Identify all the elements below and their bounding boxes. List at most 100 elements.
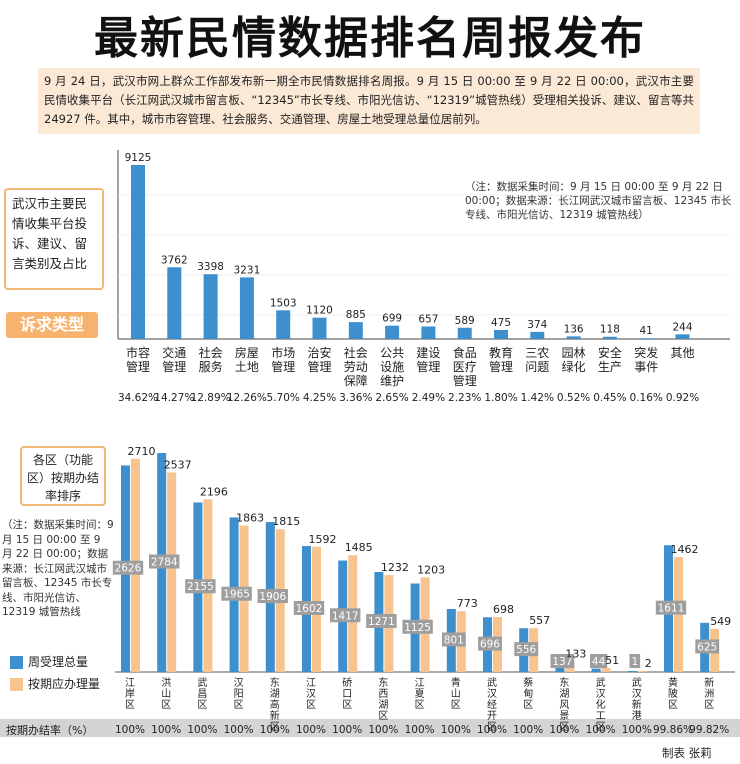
chart2-due-label: 1485 xyxy=(345,541,373,554)
legend-label-total: 周受理总量 xyxy=(28,655,89,669)
chart2-district-label: 山 xyxy=(161,688,171,700)
chart2-district-label: 江 xyxy=(415,677,425,689)
chart1-value-label: 136 xyxy=(564,323,584,335)
legend-item-total: 周受理总量 xyxy=(10,651,100,673)
chart2-total-label-box xyxy=(402,619,433,634)
chart2-total-label-box xyxy=(366,614,397,629)
chart1-category-label: 交通 xyxy=(162,345,186,360)
chart2-district-label: 口 xyxy=(342,689,352,700)
chart2-total-label: 2155 xyxy=(187,581,214,593)
chart2-district-label: 黄 xyxy=(668,676,678,689)
chart2-total-label: 1 xyxy=(631,656,638,668)
chart2-district-label: 湖 xyxy=(559,688,569,700)
chart1-value-label: 3231 xyxy=(234,264,261,276)
chart2-total-label-box xyxy=(330,608,361,623)
chart2-rate-label: 100% xyxy=(405,724,435,736)
chart2-legend: 周受理总量 按期应办理量 xyxy=(10,651,100,695)
chart1-category-label: 劳动 xyxy=(344,360,368,374)
chart1-category-label: 房屋 xyxy=(235,345,259,360)
chart1-bar xyxy=(530,331,545,339)
chart2-district-label: 东 xyxy=(559,676,569,689)
chart1-bar xyxy=(131,165,145,339)
chart2-district-label: 景 xyxy=(559,710,569,722)
chart1-percent-label: 0.92% xyxy=(666,392,699,404)
chart2-district-label: 工 xyxy=(596,711,606,722)
chart2-rate-label: 100% xyxy=(115,724,145,736)
chart1-category-label: 保障 xyxy=(344,373,368,388)
chart1-bar xyxy=(675,334,690,339)
chart2-district-label: 武 xyxy=(596,676,606,689)
chart2-district-label: 西 xyxy=(378,689,388,700)
chart2-district-label: 武 xyxy=(632,676,642,689)
chart1-bar xyxy=(203,274,218,339)
chart2-total-label: 1611 xyxy=(658,603,685,615)
chart1-percent-label: 4.25% xyxy=(303,392,336,404)
chart2-rate-label: 100% xyxy=(549,724,579,736)
chart1-bar xyxy=(385,325,400,339)
chart2-total-label-box xyxy=(514,642,539,657)
chart2-total-label-box xyxy=(221,586,252,601)
chart1-percent-label: 0.52% xyxy=(557,392,590,404)
chart2-district-label: 化 xyxy=(596,698,606,711)
chart1-value-label: 885 xyxy=(346,309,366,321)
chart2-district-label: 新 xyxy=(704,676,714,689)
chart2-district-label: 武 xyxy=(487,676,497,689)
chart2-district-label: 洲 xyxy=(704,688,714,700)
chart1-category-label: 社会 xyxy=(199,345,223,360)
chart1-category-label: 管理 xyxy=(126,359,150,374)
chart1-bar xyxy=(167,267,182,339)
chart1-category-label: 园林 xyxy=(562,346,586,360)
chart2-district-label: 区 xyxy=(378,710,388,722)
chart1-category-label: 安全 xyxy=(598,345,622,360)
chart2-due-label: 51 xyxy=(605,654,619,667)
chart2-due-label: 1815 xyxy=(272,515,300,528)
chart1-bar xyxy=(239,277,254,339)
chart1-value-label: 9125 xyxy=(125,152,152,164)
chart2-total-label: 2784 xyxy=(151,557,178,569)
chart2-bar-total xyxy=(591,668,601,672)
chart1-value-label: 475 xyxy=(491,317,511,329)
chart2-due-label: 549 xyxy=(710,615,731,628)
chart2-district-label: 湖 xyxy=(270,688,280,700)
chart1-percent-label: 3.36% xyxy=(339,392,372,404)
chart1-bar xyxy=(639,338,654,339)
chart2-total-label: 696 xyxy=(480,639,500,651)
chart2-rate-label: 100% xyxy=(622,724,652,736)
chart1-percent-label: 14.27% xyxy=(154,392,194,404)
chart2-due-label: 1232 xyxy=(381,561,409,574)
chart2-rate-label: 100% xyxy=(586,724,616,736)
chart2-district-label: 区 xyxy=(487,721,497,733)
chart1-value-label: 1120 xyxy=(306,305,333,317)
chart2-total-label: 1271 xyxy=(368,616,395,628)
chart2-rate-label: 100% xyxy=(260,724,290,736)
chart1-bar xyxy=(494,329,508,339)
chart1-category-label: 管理 xyxy=(489,359,513,374)
chart1-bar xyxy=(457,327,472,339)
credit: 制表 张莉 xyxy=(662,746,712,760)
chart2-district-label: 江 xyxy=(306,677,316,689)
chart1-percent-label: 2.23% xyxy=(448,392,481,404)
chart1-category-label: 问题 xyxy=(525,360,549,374)
chart1-value-label: 589 xyxy=(455,315,475,327)
chart2-district-label: 夏 xyxy=(415,688,425,700)
chart1-category-label: 设施 xyxy=(380,360,404,374)
chart2-total-label-box xyxy=(629,654,641,668)
chart2-due-label: 2196 xyxy=(200,485,228,498)
chart1-category-label: 服务 xyxy=(199,359,223,374)
chart2-due-label: 2537 xyxy=(164,458,192,471)
chart2-district-label: 经 xyxy=(487,698,497,711)
section1-tag: 诉求类型 xyxy=(6,312,98,338)
chart2-total-label-box xyxy=(441,632,466,647)
legend-label-due: 按期应办理量 xyxy=(28,677,101,691)
chart2-district-label: 区 xyxy=(197,699,207,711)
chart2-bar-due xyxy=(167,472,177,672)
chart2-district-label: 区 xyxy=(342,699,352,711)
chart2-due-label: 1203 xyxy=(417,563,445,576)
chart2-total-label: 801 xyxy=(444,634,464,646)
chart2-total-label-box xyxy=(185,579,216,594)
section1-note: （注：数据采集时间：9 月 15 日 00:00 至 9 月 22 日 00:0… xyxy=(465,181,732,221)
chart2-district-label: 区 xyxy=(234,699,244,711)
chart2-rate-label: 100% xyxy=(224,724,254,736)
chart2-total-label: 44 xyxy=(592,656,606,668)
chart1-value-label: 699 xyxy=(382,313,402,325)
